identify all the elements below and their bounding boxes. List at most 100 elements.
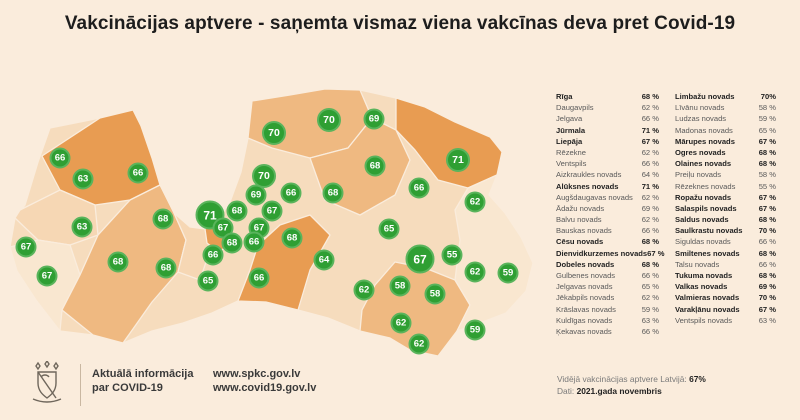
municipality-value: 70% <box>760 92 776 101</box>
municipality-name: Bauskas novads <box>556 226 612 236</box>
vaccination-coverage-marker: 58 <box>424 283 446 305</box>
municipality-name: Rīga <box>556 92 573 101</box>
vaccination-coverage-marker: 59 <box>464 319 486 341</box>
municipality-value: 67 % <box>758 304 776 314</box>
municipality-name: Rēzeknes novads <box>675 181 736 191</box>
municipality-name: Ventspils <box>556 159 587 169</box>
municipality-row: Olaines novads 68 % <box>675 159 776 170</box>
municipality-value: 59 % <box>641 304 659 314</box>
vaccination-coverage-marker: 66 <box>127 162 149 184</box>
vaccination-coverage-marker: 62 <box>464 191 486 213</box>
municipality-row: Ventspils novads 63 % <box>675 316 776 327</box>
municipality-value: 65 % <box>641 282 659 292</box>
municipality-name: Ogres novads <box>675 147 726 157</box>
municipality-value: 66 % <box>641 271 659 280</box>
municipality-name: Madonas novads <box>675 125 733 135</box>
municipality-name: Augšdaugavas novads <box>556 192 633 202</box>
vaccination-coverage-marker: 68 <box>152 208 174 230</box>
data-date-line: Dati: 2021.gada novembris <box>557 386 706 398</box>
municipality-name: Siguldas novads <box>675 237 731 247</box>
municipality-name: Ādažu novads <box>556 203 605 213</box>
average-coverage-value: 67% <box>689 374 706 384</box>
municipality-value: 65 % <box>758 125 776 135</box>
vaccination-coverage-marker: 68 <box>322 182 344 204</box>
municipality-value: 67 % <box>758 136 776 146</box>
municipality-value: 58 % <box>758 170 776 180</box>
municipality-name: Rēzekne <box>556 147 586 157</box>
municipality-name: Jēkabpils novads <box>556 293 615 303</box>
vaccination-coverage-marker: 63 <box>72 168 94 190</box>
vaccination-coverage-marker: 67 <box>15 236 37 258</box>
municipality-row: Preiļu novads 58 % <box>675 170 776 181</box>
vaccination-coverage-marker: 58 <box>389 275 411 297</box>
vaccination-coverage-marker: 65 <box>197 270 219 292</box>
municipality-name: Alūksnes novads <box>556 181 619 191</box>
data-date-label: Dati: <box>557 385 575 396</box>
municipality-row: Jēkabpils novads 62 % <box>556 293 659 304</box>
vaccination-coverage-marker: 65 <box>378 218 400 240</box>
vaccination-coverage-marker: 62 <box>408 333 430 355</box>
footer-info-line1: Aktuālā informācija <box>92 368 194 380</box>
municipality-row: Gulbenes novads 66 % <box>556 271 659 282</box>
municipality-value: 68 % <box>641 259 659 269</box>
municipality-value: 66 % <box>641 114 659 124</box>
municipality-value: 67 % <box>758 203 776 213</box>
municipality-row: Jūrmala 71 % <box>556 126 659 137</box>
vaccination-coverage-marker: 71 <box>446 148 470 172</box>
footer-divider <box>80 364 81 406</box>
municipality-value: 66 % <box>641 326 659 336</box>
municipality-row: Siguldas novads 66 % <box>675 237 776 248</box>
vaccination-coverage-marker: 70 <box>262 121 286 145</box>
municipality-row: Dienvidkurzemes novads 67 % <box>556 249 664 260</box>
vaccination-coverage-marker: 70 <box>252 164 276 188</box>
vaccination-coverage-marker: 70 <box>317 108 341 132</box>
municipality-name: Saldus novads <box>675 215 729 225</box>
municipality-name: Gulbenes novads <box>556 271 616 280</box>
vaccination-coverage-marker: 69 <box>245 184 267 206</box>
municipality-value: 68 % <box>641 237 659 247</box>
municipality-value: 63 % <box>758 315 776 325</box>
municipality-row: Balvu novads 62 % <box>556 215 659 226</box>
municipality-list-col1: Rīga 68 % Daugavpils 62 % Jelgava 66 % Jūrmala… <box>556 92 664 338</box>
municipality-row: Alūksnes novads 71 % <box>556 182 659 193</box>
municipality-row: Smiltenes novads 68 % <box>675 249 776 260</box>
municipality-value: 55 % <box>758 181 776 191</box>
municipality-value: 70 % <box>758 293 776 303</box>
covid19-url: www.covid19.gov.lv <box>213 382 317 394</box>
municipality-name: Balvu novads <box>556 215 602 225</box>
vaccination-coverage-marker: 66 <box>49 147 71 169</box>
municipality-row: Dobeles novads 68 % <box>556 260 659 271</box>
footer-info-label: Aktuālā informācija par COVID-19 <box>92 367 193 395</box>
municipality-name: Jūrmala <box>556 125 586 135</box>
vaccination-coverage-marker: 66 <box>202 244 224 266</box>
municipality-name: Preiļu novads <box>675 170 722 180</box>
municipality-row: Ogres novads 68 % <box>675 148 776 159</box>
municipality-row: Limbažu novads 70% <box>675 92 776 103</box>
vaccination-coverage-marker: 69 <box>363 108 385 130</box>
vaccination-coverage-marker: 67 <box>36 265 58 287</box>
municipality-row: Valmieras novads 70 % <box>675 293 776 304</box>
municipality-row: Jelgava 66 % <box>556 114 659 125</box>
municipality-row: Bauskas novads 66 % <box>556 226 659 237</box>
page-title: Vakcinācijas aptvere - saņemta vismaz vi… <box>64 13 736 34</box>
municipality-row: Mārupes novads 67 % <box>675 137 776 148</box>
municipality-value: 64 % <box>641 170 659 180</box>
municipality-name: Liepāja <box>556 136 583 146</box>
municipality-value: 66 % <box>641 159 659 169</box>
municipality-name: Līvānu novads <box>675 103 725 113</box>
vaccination-coverage-marker: 55 <box>441 244 463 266</box>
vaccination-coverage-marker: 68 <box>281 227 303 249</box>
vaccination-coverage-marker: 63 <box>71 216 93 238</box>
vaccination-coverage-marker: 66 <box>408 177 430 199</box>
municipality-name: Kuldīgas novads <box>556 315 613 325</box>
municipality-list-col2: Limbažu novads 70% Līvānu novads 58 % Ludzas… <box>675 92 776 338</box>
municipality-value: 62 % <box>641 147 659 157</box>
municipality-value: 68 % <box>758 248 776 258</box>
municipality-row: Augšdaugavas novads 62 % <box>556 193 659 204</box>
municipality-value: 66 % <box>758 237 776 247</box>
municipality-name: Krāslavas novads <box>556 304 616 314</box>
vaccination-coverage-marker: 68 <box>364 155 386 177</box>
municipality-value: 68 % <box>758 159 776 169</box>
vaccination-coverage-marker: 62 <box>353 279 375 301</box>
municipality-row: Rēzeknes novads 55 % <box>675 182 776 193</box>
